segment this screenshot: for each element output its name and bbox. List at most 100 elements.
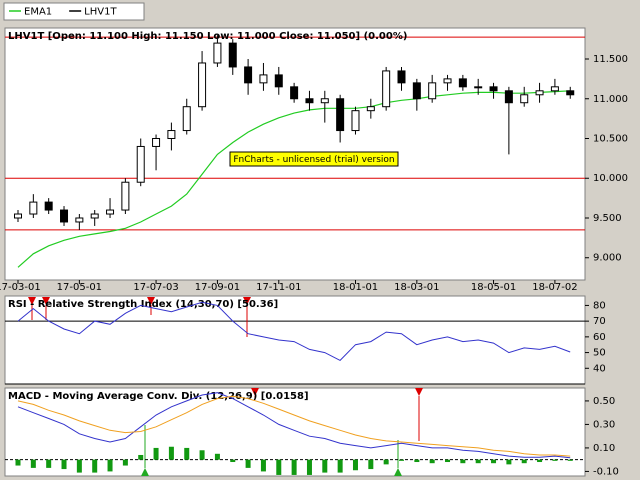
candle-body [152,137,161,147]
x-tick-label: 18-05-01 [471,282,516,293]
candle-body [412,82,421,100]
candle-body [397,70,406,84]
y-tick-label: 70 [593,316,606,327]
y-tick-label: -0.10 [593,466,619,477]
macd-title: MACD - Moving Average Conv. Div. (12,26,… [8,391,309,402]
candle-body [290,86,299,100]
candle-body [14,213,22,219]
candle-body [550,86,559,92]
x-tick-label: 17-03-01 [0,282,41,293]
histogram-bar [199,450,205,460]
histogram-bar [230,459,236,463]
histogram-bar [76,459,82,473]
candle-body [167,130,176,139]
y-tick-label: 0.30 [593,419,615,430]
histogram-bar [245,459,251,468]
y-tick-label: 0.50 [593,396,615,407]
histogram-bar [92,459,98,473]
rsi-panel [4,295,586,385]
candle-body [443,78,452,84]
candle-body [305,98,314,104]
candle-body [382,70,391,108]
candle-body [504,90,513,104]
candle-body [60,209,69,223]
candle-body [228,42,237,68]
signal-line [144,425,399,468]
histogram-bar [107,459,113,472]
histogram-bar [506,459,512,465]
candle-body [366,106,375,112]
histogram-bar [352,459,358,471]
histogram-bar [153,447,159,460]
histogram-bar [537,459,543,463]
y-tick-label: 11.500 [593,54,628,65]
y-tick-label: 9.500 [593,213,622,224]
histogram-bar [414,459,420,463]
macd-line [17,395,571,457]
candle-body [274,74,283,88]
histogram-bar [399,459,404,461]
rsi-title: RSI - Relative Strength Index (14,30,70)… [8,299,278,310]
histogram-bar [214,453,220,460]
candle-body [44,201,53,211]
signal-line [31,305,248,337]
watermark-box [229,151,399,167]
x-tick-label: 17-05-01 [57,282,102,293]
x-tick-label: 17-09-01 [195,282,240,293]
histogram-bar [445,459,451,463]
candle-body [75,217,84,223]
candle-body [121,181,130,211]
legend-label: LHV1T [84,7,117,18]
candle-body [198,62,207,108]
candle-body [489,86,498,92]
histogram-bar [306,459,312,475]
rsi-line [17,301,571,362]
candle-body [182,106,191,132]
y-tick-label: 40 [593,363,606,374]
histogram-bar [383,459,389,465]
histogram-bar [567,459,573,461]
histogram-bar [15,459,21,466]
histogram-bar [276,459,282,475]
histogram-bar [491,459,497,464]
legend-label: EMA1 [24,7,52,18]
candle-body [106,209,115,215]
signal-line [254,396,420,441]
candle-body [428,82,437,100]
y-tick-label: 80 [593,300,606,311]
candle-body [458,78,467,88]
histogram-bar [168,446,174,460]
y-tick-label: 0.10 [593,443,615,454]
x-tick-label: 18-03-01 [394,282,439,293]
candle-body [520,94,529,104]
histogram-bar [429,459,435,464]
histogram-bar [291,459,297,475]
histogram-bar [138,454,144,460]
x-tick-label: 18-07-02 [532,282,577,293]
histogram-bar [475,459,481,464]
histogram-bar [460,459,466,464]
signals [28,297,423,476]
candle-body [259,74,268,84]
candle-body [351,110,360,132]
candle-body [136,145,145,183]
candle-body [474,86,483,89]
y-tick-label: 9.000 [593,253,622,264]
histogram-bar [322,459,328,473]
histogram-bar [260,459,266,472]
macd-line [17,392,571,459]
histogram-bar [368,459,374,470]
y-tick-label: 50 [593,348,606,359]
candle-body [320,98,329,104]
candle-body [90,213,99,219]
x-tick-label: 17-07-03 [133,282,178,293]
histogram-bar [552,459,558,461]
candle-body [566,90,575,96]
candle-body [535,90,544,96]
price-title: LHV1T [Open: 11.100 High: 11.150 Low: 11… [8,31,407,42]
histogram-bar [184,447,190,460]
y-tick-label: 11.000 [593,94,628,105]
histogram-bar [46,459,52,468]
y-tick-label: 60 [593,332,606,343]
